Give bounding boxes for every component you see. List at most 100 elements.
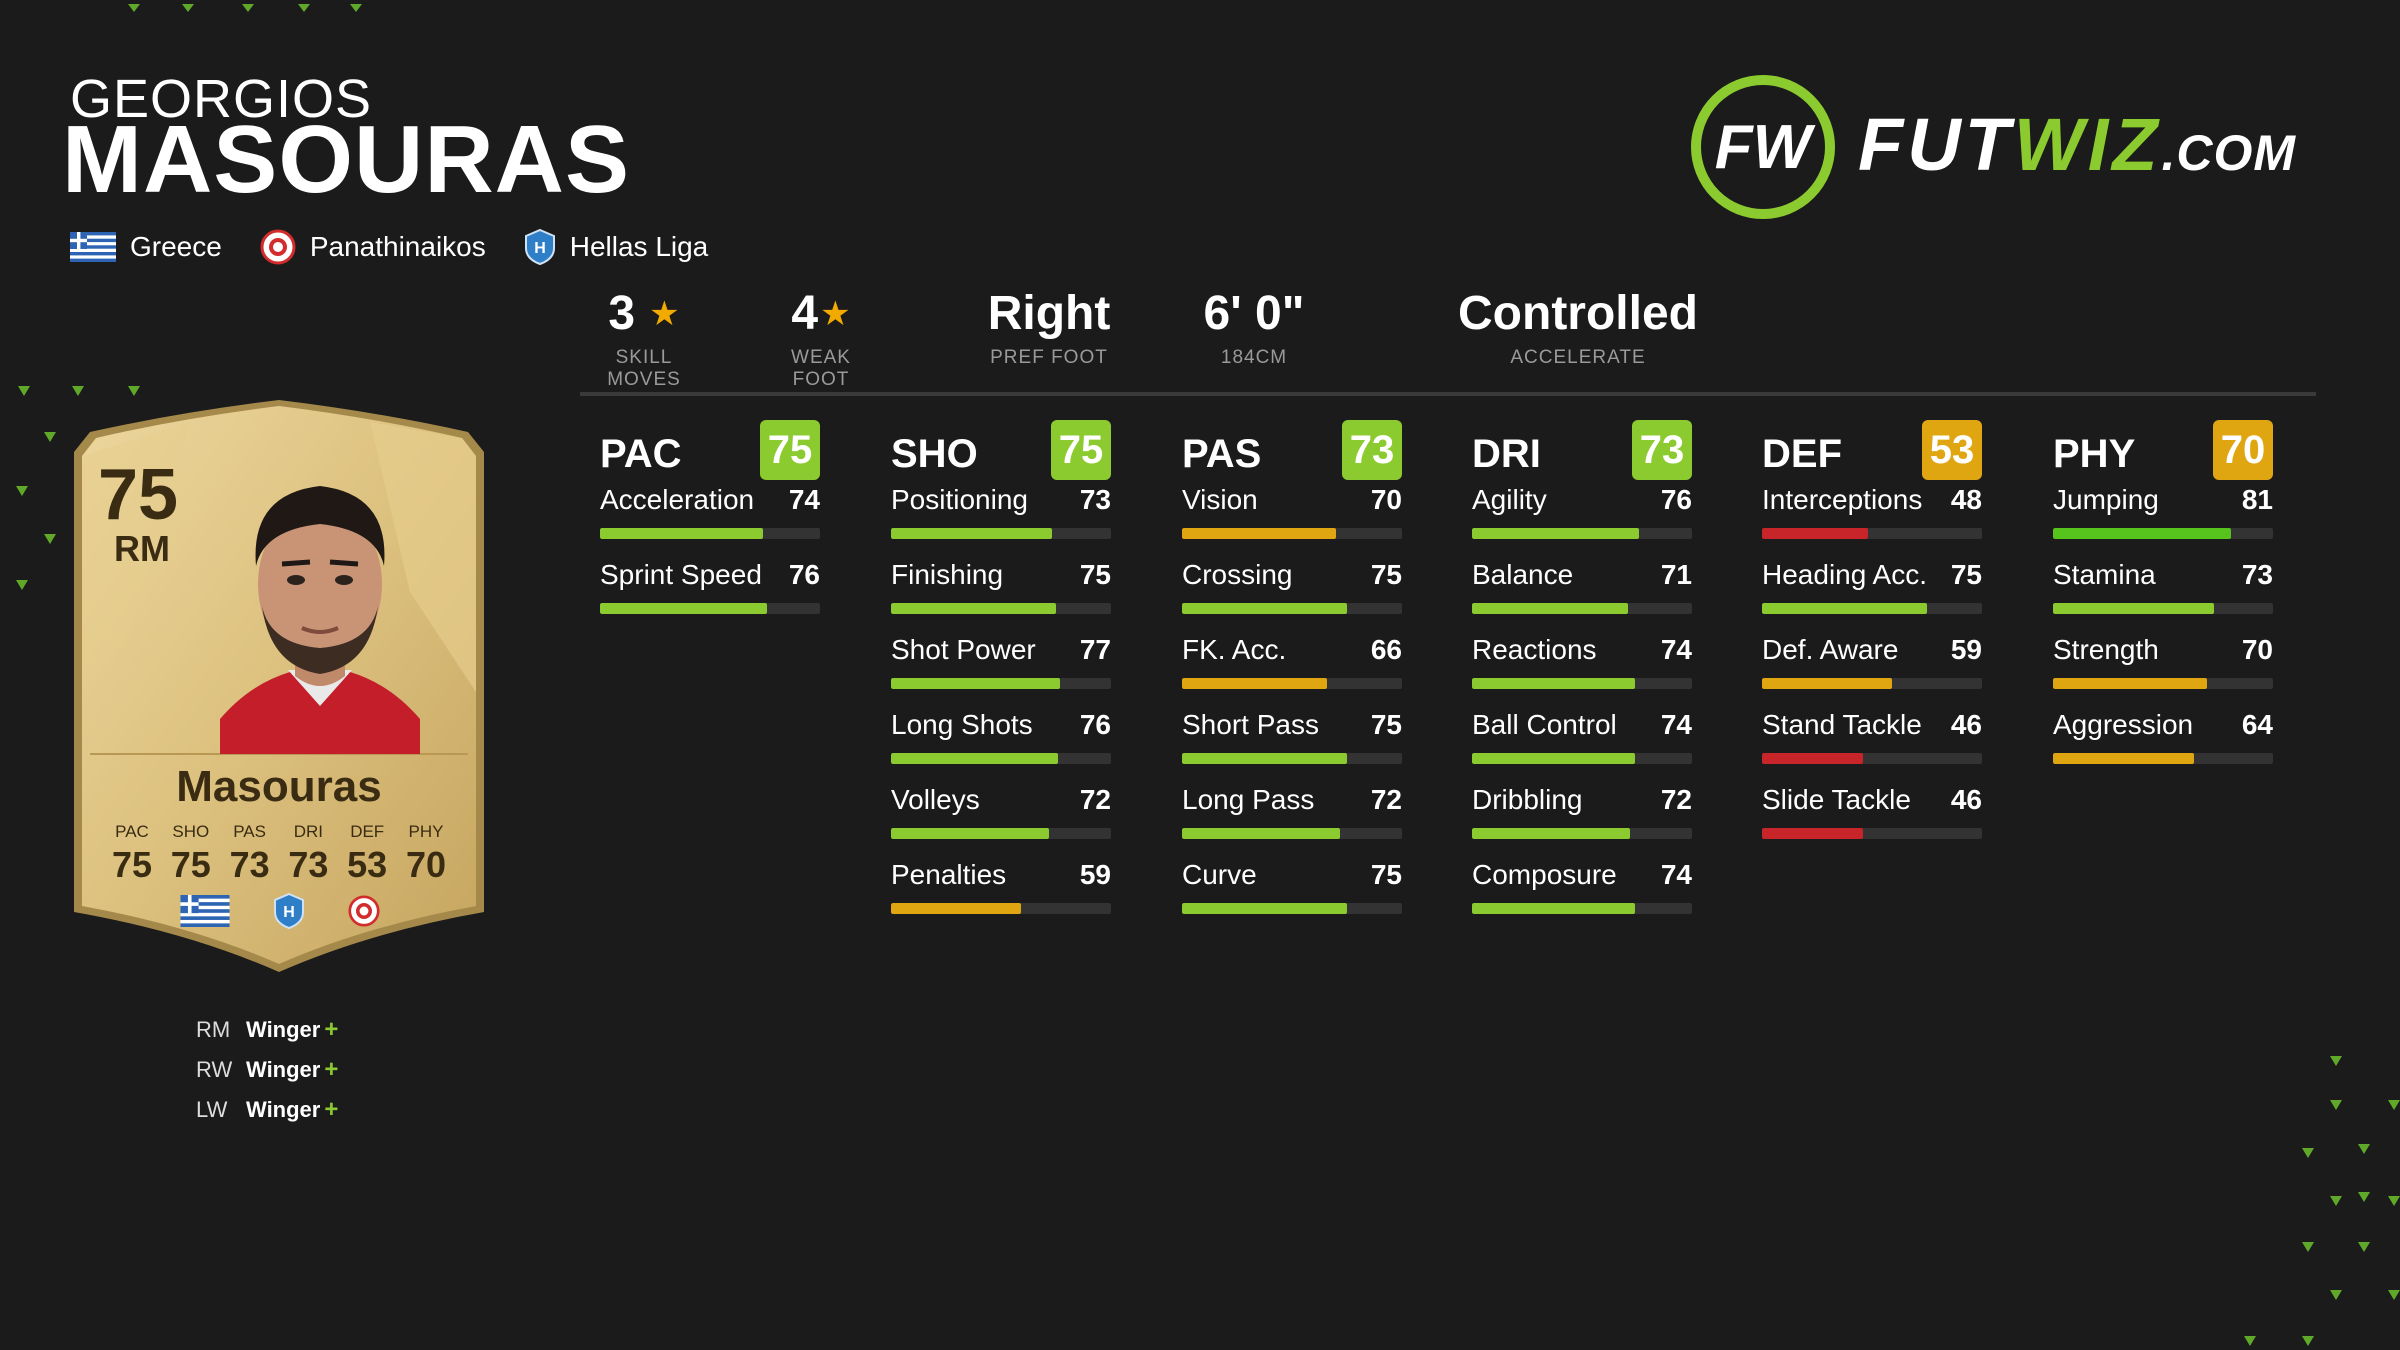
attribute-bar-track xyxy=(1472,678,1692,689)
attribute-bar-fill xyxy=(1472,603,1629,614)
attribute-row: Interceptions 48 xyxy=(1762,484,1982,559)
attribute-bar-fill xyxy=(1182,603,1347,614)
divider xyxy=(580,392,2316,396)
attribute-value: 76 xyxy=(788,559,820,590)
weak-foot-info: 4 ★ WEAK FOOT xyxy=(791,287,851,390)
plus-icon: + xyxy=(324,1016,339,1043)
attribute-value: 71 xyxy=(1660,559,1692,590)
attribute-value: 74 xyxy=(1660,709,1692,740)
attribute-bar-track xyxy=(1472,753,1692,764)
attribute-name: Def. Aware xyxy=(1762,634,1899,665)
stat-category-dri: DRI 73 Agility 76 Balance 71 Reactions 74 Ball C… xyxy=(1472,420,1692,934)
player-last-name: MASOURAS xyxy=(62,106,631,213)
attribute-value: 64 xyxy=(2241,709,2273,740)
attribute-value: 74 xyxy=(788,484,820,515)
attribute-row: Slide Tackle 46 xyxy=(1762,784,1982,859)
attribute-row: Long Shots 76 xyxy=(891,709,1111,784)
attribute-bar-track xyxy=(891,528,1111,539)
player-portrait xyxy=(220,486,420,754)
attribute-value: 76 xyxy=(1079,709,1111,740)
plus-icon: + xyxy=(324,1096,339,1123)
attribute-row: Strength 70 xyxy=(2053,634,2273,709)
attribute-name: Penalties xyxy=(891,859,1007,890)
attribute-value: 72 xyxy=(1370,784,1402,815)
attribute-bar-track xyxy=(1762,678,1982,689)
attribute-name: Slide Tackle xyxy=(1762,784,1911,815)
futwiz-wordmark: FUTWIZ.COM xyxy=(1858,103,2297,186)
card-stat: PAC 75 xyxy=(111,822,153,885)
attribute-bar-fill xyxy=(891,753,1059,764)
attribute-value: 73 xyxy=(2241,559,2273,590)
category-header: SHO 75 xyxy=(891,420,1111,484)
attribute-bar-track xyxy=(600,528,820,539)
attribute-bar-fill xyxy=(1182,903,1347,914)
role-row[interactable]: LW Winger + xyxy=(196,1096,339,1123)
attribute-bar-track xyxy=(1182,678,1402,689)
attribute-bar-fill xyxy=(891,603,1056,614)
attribute-name: Stamina xyxy=(2053,559,2156,590)
attribute-row: Aggression 64 xyxy=(2053,709,2273,784)
category-name: DEF xyxy=(1762,432,1842,476)
attribute-bar-track xyxy=(1472,828,1692,839)
pref-foot-info: Right PREF FOOT xyxy=(987,287,1111,368)
attribute-row: Long Pass 72 xyxy=(1182,784,1402,859)
attribute-bar-track xyxy=(891,903,1111,914)
attribute-bar-track xyxy=(2053,678,2273,689)
category-header: DRI 73 xyxy=(1472,420,1692,484)
role-row[interactable]: RM Winger + xyxy=(196,1016,339,1043)
attribute-row: Composure 74 xyxy=(1472,859,1692,934)
attribute-value: 70 xyxy=(1370,484,1402,515)
playstyle-roles: RM Winger + RW Winger + LW Winger + xyxy=(196,1010,338,1130)
league-item[interactable]: H Hellas Liga xyxy=(524,228,708,266)
category-header: PHY 70 xyxy=(2053,420,2273,484)
card-stat: DEF 53 xyxy=(347,822,388,885)
card-player-name: Masouras xyxy=(176,762,382,811)
attribute-row: Ball Control 74 xyxy=(1472,709,1692,784)
attribute-row: Positioning 73 xyxy=(891,484,1111,559)
attribute-name: Ball Control xyxy=(1472,709,1617,740)
stat-category-pac: PAC 75 Acceleration 74 Sprint Speed 76 xyxy=(600,420,820,634)
player-card[interactable]: 75 RM Masouras PAC 75 SHO 75 PAS 73 DRI 73 D… xyxy=(70,392,488,972)
attribute-name: Long Shots xyxy=(891,709,1033,740)
attribute-bar-fill xyxy=(1182,828,1341,839)
card-position: RM xyxy=(114,528,170,569)
category-rating-badge: 53 xyxy=(1922,420,1982,480)
attribute-bar-track xyxy=(2053,603,2273,614)
attribute-row: Balance 71 xyxy=(1472,559,1692,634)
attribute-bar-track xyxy=(600,603,820,614)
attribute-bar-track xyxy=(891,753,1111,764)
attribute-name: Short Pass xyxy=(1182,709,1319,740)
attribute-name: FK. Acc. xyxy=(1182,634,1287,665)
height-info: 6' 0" 184CM xyxy=(1203,287,1305,368)
attribute-bar-track xyxy=(1762,828,1982,839)
attribute-value: 75 xyxy=(1370,859,1402,890)
attribute-value: 59 xyxy=(1950,634,1982,665)
stat-category-sho: SHO 75 Positioning 73 Finishing 75 Shot Power 7… xyxy=(891,420,1111,934)
attribute-bar-fill xyxy=(1762,528,1868,539)
club-item[interactable]: Panathinaikos xyxy=(260,229,486,265)
attribute-bar-fill xyxy=(2053,528,2232,539)
nation-item[interactable]: Greece xyxy=(70,231,222,263)
attribute-name: Shot Power xyxy=(891,634,1036,665)
futwiz-logo[interactable]: FW FUTWIZ.COM xyxy=(1688,72,2324,222)
attribute-row: Penalties 59 xyxy=(891,859,1111,934)
card-rating: 75 xyxy=(98,455,179,535)
plus-icon: + xyxy=(324,1056,339,1083)
attribute-bar-fill xyxy=(1472,903,1635,914)
attribute-bar-fill xyxy=(2053,678,2207,689)
attribute-value: 76 xyxy=(1660,484,1692,515)
attribute-name: Jumping xyxy=(2053,484,2159,515)
attribute-bar-fill xyxy=(1762,753,1864,764)
card-stat: PHY 70 xyxy=(405,822,446,885)
attribute-row: Crossing 75 xyxy=(1182,559,1402,634)
attribute-bar-fill xyxy=(891,828,1050,839)
attribute-value: 72 xyxy=(1079,784,1111,815)
attribute-bar-track xyxy=(1182,528,1402,539)
attribute-bar-fill xyxy=(1182,528,1336,539)
attribute-name: Strength xyxy=(2053,634,2159,665)
attribute-bar-track xyxy=(1472,903,1692,914)
league-shield-icon: H xyxy=(524,228,556,266)
greece-flag-icon xyxy=(180,895,230,927)
attribute-row: Agility 76 xyxy=(1472,484,1692,559)
role-row[interactable]: RW Winger + xyxy=(196,1056,339,1083)
